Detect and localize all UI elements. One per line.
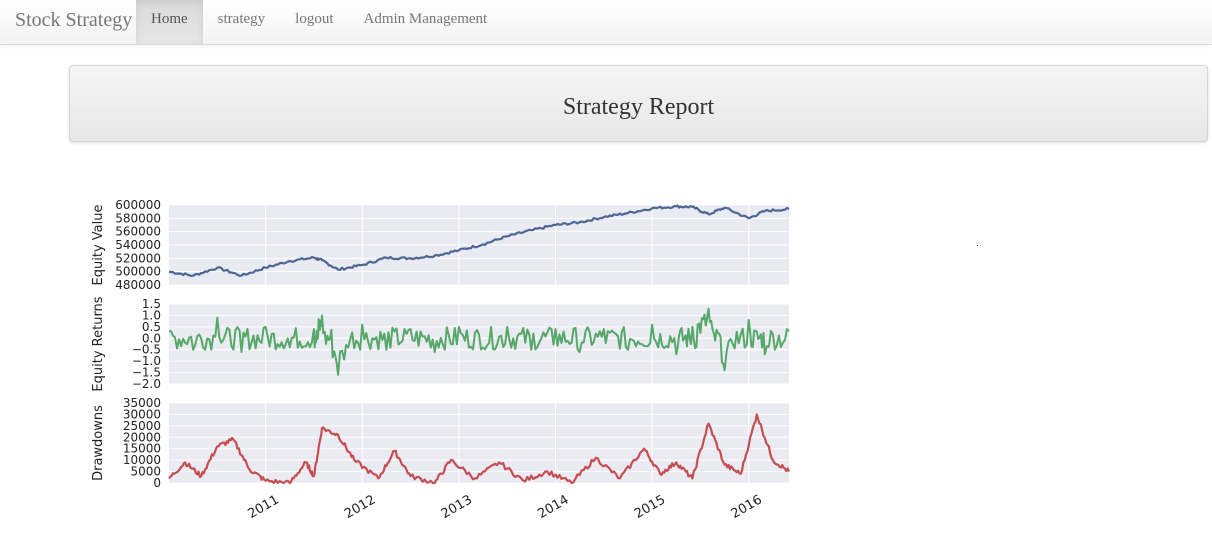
nav-menu: Home strategy logout Admin Management <box>136 0 502 44</box>
y-tick-label: 30000 <box>123 407 161 421</box>
y-tick-label: −0.5 <box>132 343 161 357</box>
y-tick-label: 580000 <box>115 211 161 225</box>
x-tick-label: 2012 <box>342 492 378 522</box>
strategy-chart-svg: 4800005000005200005400005600005800006000… <box>91 198 791 522</box>
y-tick-label: 480000 <box>115 278 161 292</box>
y-axis-label: Drawdowns <box>91 405 106 481</box>
series-line <box>168 204 790 277</box>
y-tick-label: 540000 <box>115 238 161 252</box>
y-tick-label: 5000 <box>130 465 161 479</box>
navbar: Stock Strategy Home strategy logout Admi… <box>0 0 1212 45</box>
y-tick-label: 500000 <box>115 265 161 279</box>
page-title: Strategy Report <box>562 94 715 120</box>
x-tick-label: 2013 <box>439 492 475 522</box>
y-tick-label: −2.0 <box>132 377 161 391</box>
y-tick-label: 25000 <box>123 419 161 433</box>
y-axis-label: Equity Value <box>91 205 106 286</box>
y-tick-label: −1.5 <box>132 366 161 380</box>
y-tick-label: 15000 <box>123 442 161 456</box>
stray-pixel <box>977 245 978 246</box>
y-tick-label: 20000 <box>123 430 161 444</box>
panel-background <box>169 304 789 384</box>
nav-item-logout[interactable]: logout <box>295 11 334 27</box>
y-tick-label: 10000 <box>123 453 161 467</box>
series-line <box>168 307 790 376</box>
nav-item-home[interactable]: Home <box>136 0 203 44</box>
y-axis-label: Equity Returns <box>91 296 106 391</box>
y-tick-label: −1.0 <box>132 354 161 368</box>
y-tick-label: 0.5 <box>142 320 161 334</box>
series-line <box>168 413 791 485</box>
y-tick-label: 600000 <box>115 198 161 212</box>
nav-item-admin-management[interactable]: Admin Management <box>363 11 488 27</box>
x-tick-label: 2015 <box>632 492 668 522</box>
report-header-panel: Strategy Report <box>69 65 1208 142</box>
panel-background <box>169 403 789 483</box>
y-tick-label: 0 <box>153 476 161 490</box>
y-tick-label: 1.5 <box>142 297 161 311</box>
nav-item-strategy[interactable]: strategy <box>217 11 266 27</box>
x-tick-label: 2014 <box>535 492 571 522</box>
y-tick-label: 35000 <box>123 396 161 410</box>
y-tick-label: 520000 <box>115 251 161 265</box>
y-tick-label: 560000 <box>115 225 161 239</box>
x-tick-label: 2011 <box>245 492 281 522</box>
x-tick-label: 2016 <box>729 492 765 522</box>
brand-link[interactable]: Stock Strategy <box>15 9 133 31</box>
strategy-chart: 480000 500000 520000 540000 560000 580000 6000… <box>80 190 800 530</box>
y-tick-label: 1.0 <box>142 308 161 322</box>
y-tick-label: 0.0 <box>142 331 161 345</box>
